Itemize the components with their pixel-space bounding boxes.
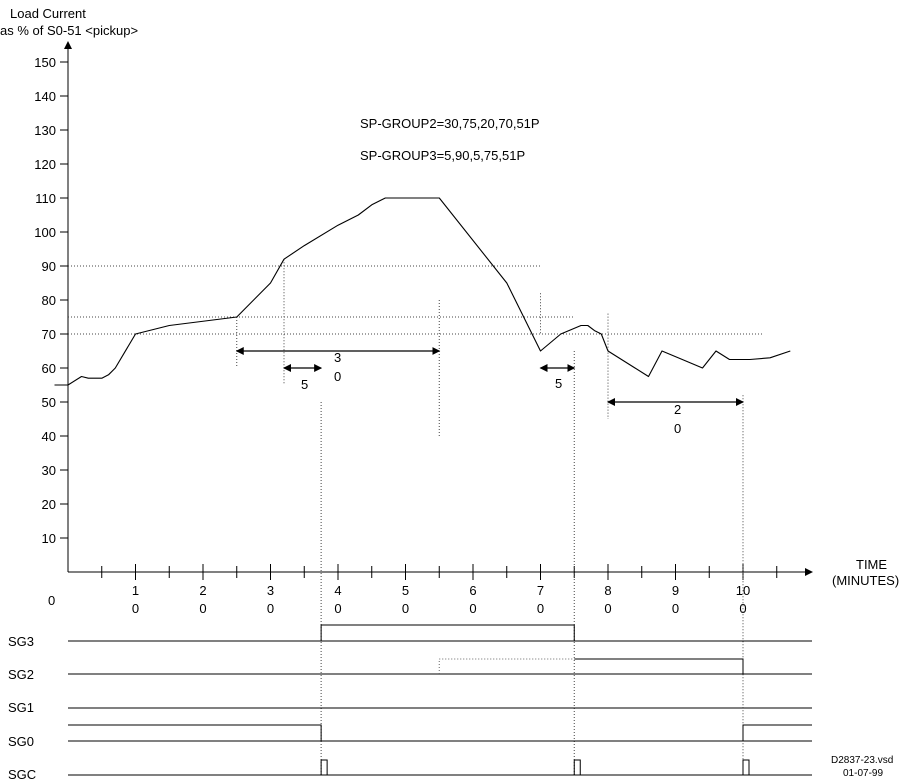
x-tick-label-top: 5 xyxy=(402,583,409,598)
y-axis-title-line1: Load Current xyxy=(10,6,86,21)
y-tick-label: 80 xyxy=(42,293,56,308)
load-current-curve xyxy=(54,197,791,386)
y-tick-label: 70 xyxy=(42,327,56,342)
x-tick-label-top: 8 xyxy=(604,583,611,598)
x-tick-label-top: 4 xyxy=(334,583,341,598)
x-tick-label-bottom: 0 xyxy=(199,601,206,616)
x-tick-label-bottom: 0 xyxy=(132,601,139,616)
x-tick-label-bottom: 0 xyxy=(402,601,409,616)
sg0-reactivated xyxy=(742,724,812,741)
signal-label-sg0: SG0 xyxy=(8,734,34,749)
y-axis-title-line2: as % of S0-51 <pickup> xyxy=(0,23,138,38)
y-tick-label: 60 xyxy=(42,361,56,376)
y-tick-label: 20 xyxy=(42,497,56,512)
x-tick-label-bottom: 0 xyxy=(672,601,679,616)
x-axis-title-line2: (MINUTES) xyxy=(832,573,899,588)
span-30-label-bottom: 0 xyxy=(334,369,341,384)
sg2-active-pulse xyxy=(574,658,744,674)
x-tick-label-bottom: 0 xyxy=(267,601,274,616)
span-5b-label: 5 xyxy=(555,376,562,391)
y-tick-label: 120 xyxy=(34,157,56,172)
signal-label-sg1: SG1 xyxy=(8,700,34,715)
group3-setting: SP-GROUP3=5,90,5,75,51P xyxy=(360,148,525,163)
group2-setting: SP-GROUP2=30,75,20,70,51P xyxy=(360,116,540,131)
x-tick-label-top: 7 xyxy=(537,583,544,598)
x-tick-label-bottom: 0 xyxy=(469,601,476,616)
x-tick-label-bottom: 0 xyxy=(604,601,611,616)
x-tick-label-top: 3 xyxy=(267,583,274,598)
y-tick-label: 140 xyxy=(34,89,56,104)
x-tick-label-top: 6 xyxy=(469,583,476,598)
x-tick-label-top: 1 xyxy=(132,583,139,598)
span-20-label-top: 2 xyxy=(674,402,681,417)
y-tick-label: 50 xyxy=(42,395,56,410)
span-30-label-top: 3 xyxy=(334,350,341,365)
y-tick-label: 100 xyxy=(34,225,56,240)
signal-label-sgc: SGC xyxy=(8,767,36,782)
y-tick-label: 90 xyxy=(42,259,56,274)
drawing-date: 01-07-99 xyxy=(843,768,883,779)
sgc-change-pulse xyxy=(742,759,750,775)
signal-label-sg3: SG3 xyxy=(8,634,34,649)
y-tick-label: 150 xyxy=(34,55,56,70)
y-tick-label: 30 xyxy=(42,463,56,478)
x-tick-label-top: 2 xyxy=(199,583,206,598)
y-tick-label: 110 xyxy=(35,191,56,206)
x-tick-label-bottom: 0 xyxy=(537,601,544,616)
drawing-file-id: D2837-23.vsd xyxy=(831,755,893,766)
span-5a-label: 5 xyxy=(301,377,308,392)
x-tick-label-bottom: 0 xyxy=(334,601,341,616)
y-tick-label: 130 xyxy=(34,123,56,138)
x-origin-label: 0 xyxy=(48,593,55,608)
sg2-pending-level xyxy=(438,658,575,674)
sgc-change-pulse xyxy=(320,759,328,775)
y-tick-label: 10 xyxy=(42,531,56,546)
signal-label-sg2: SG2 xyxy=(8,667,34,682)
sgc-change-pulse xyxy=(573,759,581,775)
x-tick-label-top: 9 xyxy=(672,583,679,598)
span-20-label-bottom: 0 xyxy=(674,421,681,436)
x-axis-title-line1: TIME xyxy=(856,557,887,572)
y-tick-label: 40 xyxy=(42,429,56,444)
sg0-initial-active xyxy=(68,724,322,741)
sg3-active-pulse xyxy=(320,624,575,641)
